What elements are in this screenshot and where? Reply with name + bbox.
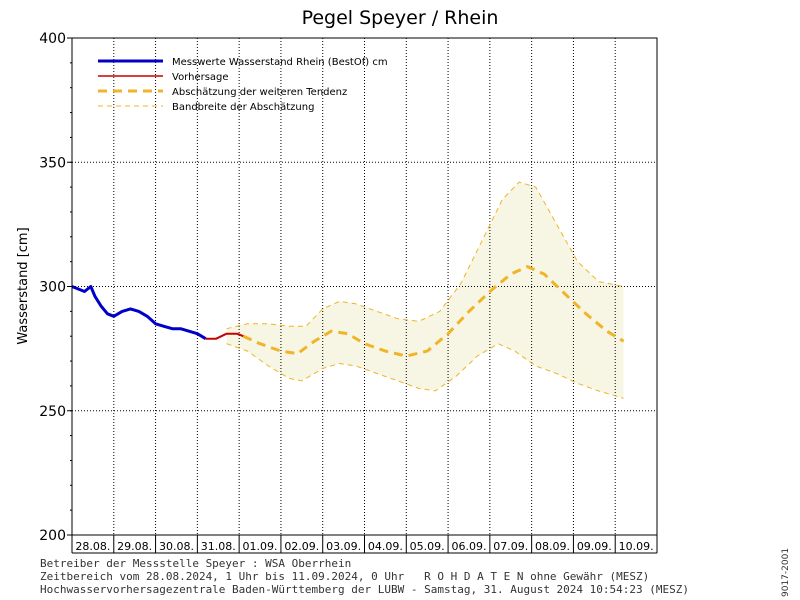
y-tick-label: 400: [39, 31, 66, 47]
footer-timerange: Zeitbereich vom 28.08.2024, 1 Uhr bis 11…: [40, 570, 650, 583]
forecast-series-line: [205, 332, 244, 340]
y-tick-label: 200: [39, 528, 66, 544]
x-tick-label: 28.08.: [75, 540, 110, 553]
x-tick-label: 05.09.: [410, 540, 445, 553]
legend-label: Bandbreite der Abschätzung: [172, 102, 314, 113]
x-tick-label: 09.09.: [577, 540, 612, 553]
footer-operator: Betreiber der Messstelle Speyer : WSA Ob…: [40, 557, 352, 570]
y-tick-label: 250: [39, 404, 66, 420]
x-tick-label: 07.09.: [493, 540, 528, 553]
trend-series-line: [242, 265, 625, 358]
x-tick-label: 06.09.: [451, 540, 486, 553]
band-lower-line: [226, 343, 624, 399]
x-tick-label: 08.09.: [535, 540, 570, 553]
band-fill: [226, 182, 624, 399]
chart-title: Pegel Speyer / Rhein: [302, 7, 499, 29]
y-axis-label: Wasserstand [cm]: [16, 227, 31, 344]
band-layer: [226, 182, 624, 399]
x-tick-label: 01.09.: [243, 540, 278, 553]
x-tick-label: 04.09.: [368, 540, 403, 553]
grid-layer: [72, 38, 657, 535]
x-tick-label: 03.09.: [326, 540, 361, 553]
legend-label: Abschätzung der weiteren Tendenz: [172, 87, 347, 98]
y-tick-label: 300: [39, 280, 66, 296]
x-tick-label: 29.08.: [117, 540, 152, 553]
measured-series-line: [71, 285, 207, 340]
x-tick-label: 02.09.: [284, 540, 319, 553]
x-tick-label: 31.08.: [201, 540, 236, 553]
footer-source: Hochwasservorhersagezentrale Baden-Württ…: [40, 583, 690, 596]
series-layer: [71, 181, 625, 399]
side-id: 9017-2001: [781, 547, 791, 597]
legend: Messwerte Wasserstand Rhein (BestOf) cm V…: [98, 57, 388, 113]
legend-label: Messwerte Wasserstand Rhein (BestOf) cm: [172, 57, 388, 68]
y-tick-label: 350: [39, 155, 66, 171]
legend-label: Vorhersage: [172, 72, 229, 83]
x-tick-label: 30.08.: [159, 540, 194, 553]
band-upper-line: [226, 181, 624, 330]
x-axis: 28.08. 29.08. 30.08. 31.08. 01.09. 02.09. 03.0…: [71, 535, 658, 554]
x-tick-label: 10.09.: [619, 540, 654, 553]
y-axis: 200 250 300 350 400: [39, 31, 72, 544]
